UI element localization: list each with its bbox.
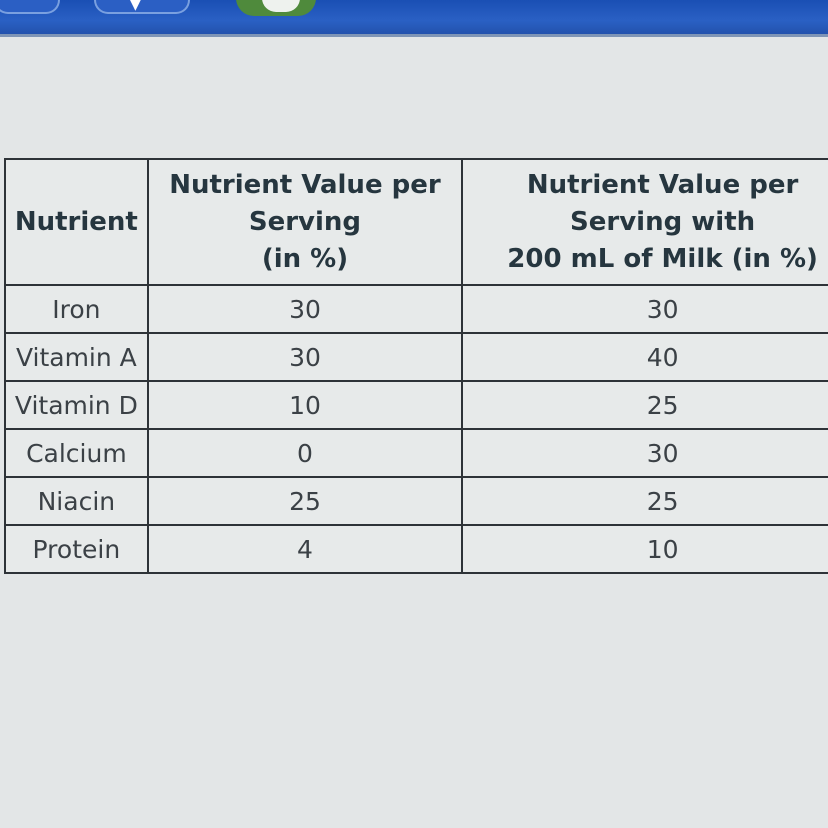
table-row: Vitamin A 30 40 — [4, 332, 828, 382]
cell-with-milk: 30 — [461, 428, 828, 478]
header-line: Nutrient Value per — [526, 169, 799, 200]
top-toolbar: ▼ — [0, 0, 828, 37]
cell-nutrient: Vitamin D — [4, 380, 149, 430]
cell-per-serving: 30 — [146, 284, 464, 334]
header-value-per-serving: Nutrient Value per Serving (in %) — [146, 158, 464, 286]
cell-with-milk: 25 — [461, 476, 828, 526]
table-row: Calcium 0 30 — [4, 428, 828, 478]
cell-nutrient: Protein — [4, 524, 149, 574]
chevron-down-icon: ▼ — [130, 0, 141, 13]
cell-per-serving: 0 — [146, 428, 464, 478]
cell-with-milk: 30 — [461, 284, 828, 334]
table-header-row: Nutrient Nutrient Value per Serving (in … — [4, 158, 828, 286]
header-line: Serving with — [570, 206, 756, 237]
cell-per-serving: 10 — [146, 380, 464, 430]
cell-nutrient: Vitamin A — [4, 332, 149, 382]
toolbar-button-left[interactable] — [0, 0, 60, 14]
header-line: Nutrient — [14, 206, 138, 237]
cell-per-serving: 25 — [146, 476, 464, 526]
header-line: Nutrient Value per — [169, 169, 441, 200]
header-line: (in %) — [261, 243, 349, 274]
table-row: Protein 4 10 — [4, 524, 828, 574]
cell-with-milk: 40 — [461, 332, 828, 382]
cell-per-serving: 30 — [146, 332, 464, 382]
cell-nutrient: Calcium — [4, 428, 149, 478]
header-nutrient: Nutrient — [4, 158, 149, 286]
nutrient-table: Nutrient Nutrient Value per Serving (in … — [4, 158, 828, 574]
table-row: Niacin 25 25 — [4, 476, 828, 526]
header-value-with-milk: Nutrient Value per Serving with 200 mL o… — [461, 158, 828, 286]
header-line: Serving — [248, 206, 362, 237]
cell-per-serving: 4 — [146, 524, 464, 574]
cell-nutrient: Iron — [4, 284, 149, 334]
table-row: Iron 30 30 — [4, 284, 828, 334]
toolbar-dropdown-button[interactable] — [94, 0, 190, 14]
cell-nutrient: Niacin — [4, 476, 149, 526]
cell-with-milk: 10 — [461, 524, 828, 574]
toolbar-app-icon[interactable] — [236, 0, 316, 16]
table-row: Vitamin D 10 25 — [4, 380, 828, 430]
header-line: 200 mL of Milk (in %) — [507, 243, 818, 274]
cell-with-milk: 25 — [461, 380, 828, 430]
